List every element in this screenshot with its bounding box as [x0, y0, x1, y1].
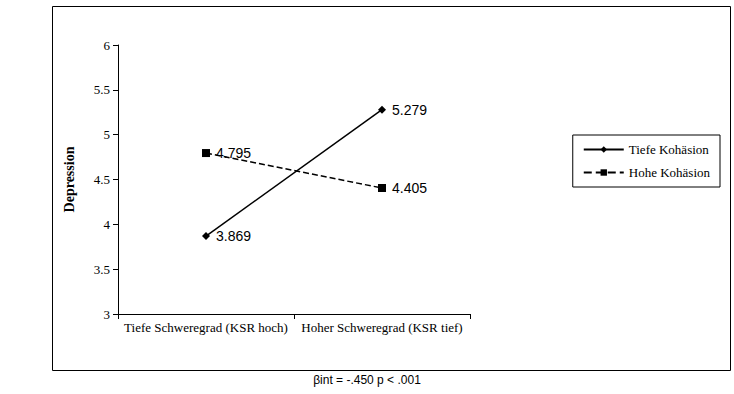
svg-text:5: 5 — [104, 127, 111, 142]
svg-text:4.405: 4.405 — [392, 180, 427, 196]
svg-text:Depression: Depression — [62, 146, 77, 212]
svg-text:3: 3 — [104, 307, 111, 322]
svg-text:Hoher Schweregrad (KSR tief): Hoher Schweregrad (KSR tief) — [301, 320, 462, 335]
svg-text:Tiefe Kohäsion: Tiefe Kohäsion — [629, 142, 710, 157]
svg-text:3.5: 3.5 — [94, 262, 110, 277]
svg-text:4.5: 4.5 — [94, 172, 110, 187]
svg-text:4.795: 4.795 — [216, 145, 251, 161]
svg-text:4: 4 — [104, 217, 111, 232]
svg-text:5.279: 5.279 — [392, 102, 427, 118]
svg-text:βint = -.450 p < .001: βint = -.450 p < .001 — [313, 373, 421, 387]
svg-text:6: 6 — [104, 38, 111, 53]
svg-text:Tiefe Schweregrad (KSR hoch): Tiefe Schweregrad (KSR hoch) — [124, 320, 288, 335]
svg-text:3.869: 3.869 — [216, 228, 251, 244]
svg-text:5.5: 5.5 — [94, 82, 110, 97]
svg-text:Hohe Kohäsion: Hohe Kohäsion — [629, 165, 711, 180]
